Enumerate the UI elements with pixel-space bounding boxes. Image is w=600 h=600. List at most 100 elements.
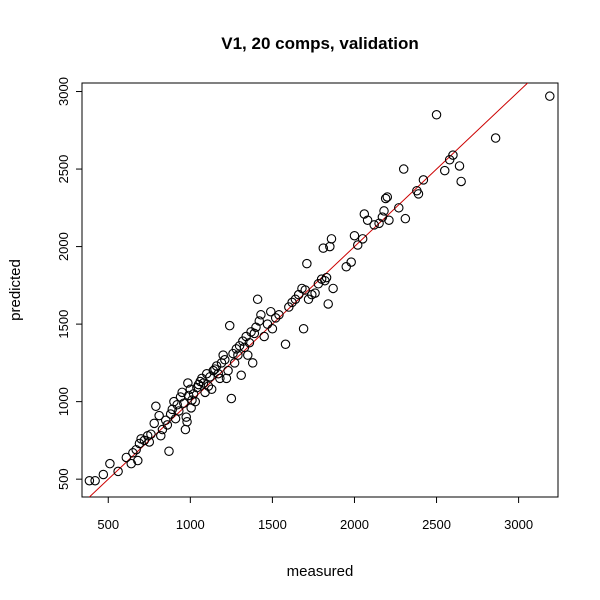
data-point [379, 206, 389, 216]
data-point [323, 299, 333, 309]
data-point [121, 452, 132, 463]
y-tick-label: 2000 [56, 232, 71, 261]
data-point [98, 469, 109, 480]
data-point [249, 328, 260, 339]
data-point [154, 410, 164, 421]
x-tick-label: 1000 [176, 517, 205, 532]
data-point [353, 240, 363, 250]
data-point [180, 424, 191, 435]
data-point [254, 316, 265, 326]
data-point [298, 324, 309, 334]
data-point [224, 320, 235, 331]
y-axis: 500 1000 1500 2000 2500 3000 [56, 77, 82, 490]
data-point [169, 396, 179, 407]
data-point [362, 215, 373, 225]
data-point [270, 313, 281, 323]
data-point [84, 475, 95, 486]
data-point [341, 261, 352, 272]
data-point [302, 258, 312, 269]
data-point [394, 203, 404, 213]
data-point [213, 368, 223, 379]
chart-title: V1, 20 comps, validation [221, 34, 418, 53]
reference-line [88, 83, 529, 497]
data-point [448, 150, 458, 160]
data-point [236, 370, 246, 381]
data-point [318, 243, 329, 253]
data-point [267, 324, 278, 334]
data-point [357, 234, 368, 244]
y-tick-label: 3000 [56, 77, 71, 106]
data-point [244, 337, 255, 348]
data-point [203, 381, 214, 391]
data-point [128, 448, 138, 458]
data-point [179, 398, 189, 408]
data-point [328, 283, 338, 294]
data-point [221, 373, 232, 384]
data-point [262, 319, 273, 329]
x-tick-label: 2000 [340, 517, 369, 532]
data-point [90, 475, 100, 486]
data-point [380, 193, 391, 204]
data-point [252, 294, 263, 305]
data-point [146, 429, 156, 439]
data-point [160, 415, 171, 425]
x-tick-label: 3000 [504, 517, 533, 532]
data-point [226, 393, 237, 404]
data-point [346, 257, 356, 267]
data-point [243, 350, 253, 360]
data-point [418, 175, 429, 185]
data-point [174, 406, 184, 416]
y-tick-label: 1500 [56, 310, 71, 339]
data-point [233, 350, 243, 360]
x-tick-label: 1500 [258, 517, 287, 532]
data-point [134, 438, 145, 449]
data-point [206, 384, 217, 394]
data-point [126, 458, 136, 469]
data-point [247, 358, 258, 368]
data-point [439, 165, 450, 176]
data-point [165, 409, 176, 419]
data-point [186, 403, 196, 413]
data-point [177, 387, 187, 398]
data-point [229, 358, 240, 368]
data-point [490, 133, 501, 143]
data-point [182, 417, 192, 427]
data-point [220, 355, 230, 365]
data-point [259, 331, 269, 342]
data-point [170, 413, 181, 424]
data-point [256, 310, 266, 320]
data-point [274, 310, 284, 320]
data-point [164, 446, 174, 457]
data-point [326, 234, 337, 244]
data-point [431, 110, 442, 120]
data-point [287, 297, 297, 308]
data-point [198, 378, 209, 388]
data-point [456, 176, 466, 187]
reference-line-layer [88, 83, 529, 497]
data-point [369, 220, 379, 230]
x-axis: 500 1000 1500 2000 2500 3000 [97, 497, 533, 532]
data-point [310, 288, 320, 298]
data-point [181, 412, 191, 422]
data-point [400, 213, 411, 224]
x-tick-label: 2500 [422, 517, 451, 532]
x-tick-label: 500 [97, 517, 119, 532]
points-layer [84, 91, 555, 486]
data-point [113, 466, 123, 477]
y-axis-label: predicted [7, 259, 24, 321]
y-tick-label: 500 [56, 468, 71, 490]
data-point [162, 420, 173, 430]
data-point [133, 455, 143, 466]
data-point [172, 399, 182, 410]
y-tick-label: 1000 [56, 387, 71, 416]
data-point [223, 365, 233, 376]
data-point [156, 431, 166, 441]
data-point [384, 215, 394, 225]
data-point [280, 339, 291, 350]
data-point [183, 378, 193, 388]
data-point [149, 418, 159, 429]
data-point [321, 272, 332, 283]
data-point [266, 306, 276, 317]
data-point [300, 285, 310, 295]
